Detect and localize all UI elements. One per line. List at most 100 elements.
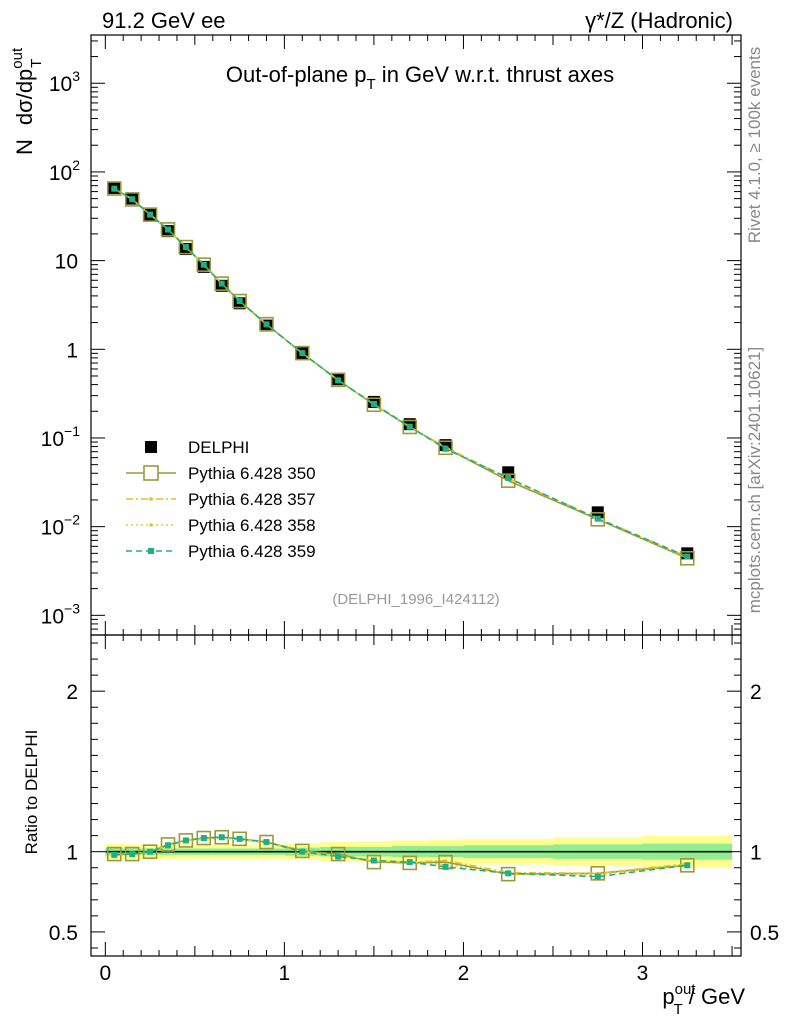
main-ytick-label-exp: −2 <box>64 512 80 528</box>
main-point-350 <box>402 419 418 435</box>
main-point-359 <box>164 226 171 233</box>
ratio-point-359 <box>111 851 118 858</box>
main-point-350 <box>196 257 212 272</box>
ratio-point-359 <box>236 835 243 842</box>
ratio-point-359 <box>505 870 512 877</box>
main-point-359 <box>236 298 243 305</box>
main-point-350 <box>214 276 230 291</box>
main-point-350 <box>330 372 346 388</box>
ratio-point-350 <box>142 844 158 859</box>
ratio-ytick-label-left: 1 <box>66 842 78 865</box>
main-ytick-label: 10 <box>55 251 78 274</box>
ratio-xlabel-p: p <box>662 984 674 1009</box>
main-point-350 <box>232 293 247 309</box>
ratio-point-359 <box>218 834 225 841</box>
main-point-350 <box>294 345 310 361</box>
side-label-mcplots: mcplots.cern.ch [arXiv:2401.10621] <box>745 347 764 613</box>
ratio-point-359 <box>370 857 377 864</box>
ratio-xtick-label: 1 <box>279 962 291 985</box>
main-point-350 <box>160 222 176 237</box>
main-series-layer <box>106 181 695 566</box>
ratio-point-359 <box>406 859 413 866</box>
main-point-359 <box>129 196 136 203</box>
main-point-350 <box>366 397 382 413</box>
main-ytick-label: 102 <box>49 157 80 185</box>
main-point-350 <box>679 550 695 566</box>
ratio-point-359 <box>182 837 189 844</box>
ratio-point-350 <box>259 834 274 850</box>
main-point-359 <box>370 400 377 407</box>
legend-label: Pythia 6.428 359 <box>188 542 316 561</box>
main-point-359 <box>505 474 512 481</box>
ratio-xlabel-sup: out <box>675 981 697 998</box>
ratio-frame <box>90 634 742 957</box>
main-point-359 <box>263 321 270 328</box>
main-point-350 <box>590 512 606 527</box>
ratio-xtick-label: 2 <box>458 962 470 985</box>
ratio-xlabel-post: / GeV <box>683 984 746 1009</box>
ratio-panel: 0.5 0.5 1 1 2 2 0 1 2 3 Ratio to DELPHI pout T / G… <box>22 634 779 1018</box>
ratio-xlabel: pout T / GeV <box>662 981 745 1018</box>
main-ytick-label: 10−2 <box>41 512 81 540</box>
main-point-350 <box>106 181 122 196</box>
legend-label: Pythia 6.428 357 <box>188 490 316 509</box>
legend-marker-open-square <box>143 465 159 481</box>
main-ylabel-n: N <box>12 139 37 155</box>
legend-marker-filled-square <box>148 548 154 554</box>
main-ylabel: Ndσ/dpout T <box>9 47 45 155</box>
legend-label: DELPHI <box>188 438 249 457</box>
ratio-xtick-label: 0 <box>99 962 111 985</box>
main-ytick-label: 103 <box>49 68 80 96</box>
main-ylabel-sub: T <box>28 59 45 68</box>
main-title: Out-of-plane pT in GeV w.r.t. thrust axe… <box>226 62 614 93</box>
ratio-point-359 <box>200 835 207 842</box>
main-point-350 <box>178 239 194 255</box>
header-right: γ*/Z (Hadronic) <box>585 8 733 33</box>
main-title-pre: Out-of-plane p <box>226 62 367 87</box>
watermark: (DELPHI_1996_I424112) <box>332 591 499 608</box>
ratio-ytick-label-left: 2 <box>66 681 78 704</box>
main-point-359 <box>200 261 207 268</box>
main-point-359 <box>299 350 306 357</box>
main-point-350 <box>438 440 453 456</box>
main-title-sub: T <box>367 76 376 93</box>
main-point-359 <box>684 553 691 560</box>
legend-label: Pythia 6.428 358 <box>188 516 316 535</box>
main-ylabel-main: dσ/dp <box>12 69 37 125</box>
ratio-ytick-label-right: 2 <box>750 681 762 704</box>
main-point-359 <box>406 423 413 430</box>
ratio-point-359 <box>684 862 691 869</box>
ratio-point-359 <box>263 839 270 846</box>
ratio-point-359 <box>164 842 171 849</box>
main-point-359 <box>442 445 449 452</box>
main-point-359 <box>335 377 342 384</box>
ratio-point-359 <box>147 848 154 855</box>
legend-label: Pythia 6.428 350 <box>188 464 316 483</box>
main-ytick-label: 1 <box>66 339 78 362</box>
main-ytick-label-base: 10 <box>41 428 64 451</box>
main-point-359 <box>218 280 225 287</box>
main-ytick-label: 10−1 <box>41 423 81 451</box>
legend: DELPHI Pythia 6.428 350 Pythia 6.428 357 Py… <box>126 438 316 561</box>
ratio-point-359 <box>442 863 449 870</box>
main-ytick-label-base: 10 <box>49 162 72 185</box>
main-ytick-label-base: 1 <box>66 339 78 362</box>
main-point-359 <box>111 185 118 192</box>
legend-marker-dot <box>149 523 153 527</box>
legend-marker-delphi <box>145 441 157 453</box>
ratio-ylabel: Ratio to DELPHI <box>22 730 41 855</box>
main-ytick-label-base: 10 <box>55 251 78 274</box>
main-point-350 <box>259 316 274 332</box>
header-left: 91.2 GeV ee <box>102 8 226 33</box>
main-ytick-label-base: 10 <box>49 73 72 96</box>
main-point-359 <box>594 515 601 522</box>
ratio-series-layer <box>106 829 695 882</box>
ratio-point-359 <box>299 848 306 855</box>
main-ylabel-sup: out <box>9 47 26 69</box>
ratio-axes: 0.5 0.5 1 1 2 2 0 1 2 3 <box>49 635 779 985</box>
main-ytick-label-exp: −3 <box>64 600 80 616</box>
main-point-359 <box>147 211 154 218</box>
main-title-post: in GeV w.r.t. thrust axes <box>376 62 614 87</box>
